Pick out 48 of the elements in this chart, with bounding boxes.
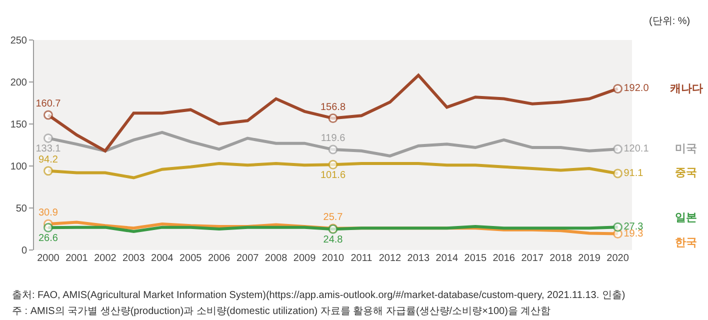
x-tick-label: 2015 bbox=[464, 253, 487, 264]
x-tick-label: 2017 bbox=[521, 253, 544, 264]
y-tick-label: 100 bbox=[10, 162, 28, 172]
x-tick-label: 2016 bbox=[492, 253, 516, 264]
x-tick-label: 2006 bbox=[208, 253, 231, 264]
data-label: 119.6 bbox=[320, 133, 346, 144]
y-tick-label: 150 bbox=[10, 120, 28, 130]
x-tick-label: 2014 bbox=[436, 253, 458, 264]
data-label: 30.9 bbox=[38, 208, 58, 219]
text: 중국 bbox=[675, 167, 697, 179]
y-tick-label: 250 bbox=[10, 36, 28, 46]
x-tick-label: 2010 bbox=[322, 253, 345, 264]
x-tick-label: 2013 bbox=[407, 253, 430, 264]
x-tick-label: 2012 bbox=[378, 253, 402, 264]
y-tick-label: 50 bbox=[16, 204, 28, 214]
data-label: 101.6 bbox=[320, 170, 346, 182]
x-tick-label: 2011 bbox=[350, 253, 373, 264]
x-tick-label: 2001 bbox=[66, 253, 88, 264]
source-note: 출처: FAO, AMIS(Agricultural Market Information System)(https://app.amis-outlook.org/#/market-database/custom-query, 2021.11.13. 인출) bbox=[12, 290, 626, 301]
text: 미국 bbox=[675, 143, 697, 155]
text: 주 : AMIS의 국가별 생산량(production)과 소비량(domestic utilization) 자료를 활용해 자급률(생산량/소비량×100)을 계산함 bbox=[12, 306, 551, 317]
text: 캐나다 bbox=[669, 83, 703, 95]
data-label: 160.7 bbox=[36, 98, 62, 110]
data-label: 91.1 bbox=[624, 168, 644, 179]
x-tick-label: 2007 bbox=[236, 253, 260, 264]
x-tick-label: 2008 bbox=[264, 253, 288, 264]
data-label: 192.0 bbox=[624, 83, 650, 94]
data-label: 26.6 bbox=[38, 233, 58, 244]
x-tick-label: 2018 bbox=[550, 253, 572, 264]
data-label: 156.8 bbox=[320, 102, 346, 113]
data-label: 120.1 bbox=[624, 144, 650, 155]
data-label: 25.7 bbox=[323, 212, 344, 223]
data-label: 94.2 bbox=[38, 154, 58, 166]
data-label: 133.1 bbox=[36, 144, 62, 155]
y-tick-label: 200 bbox=[10, 78, 28, 88]
text: 한국 bbox=[675, 237, 697, 249]
x-tick-label: 2019 bbox=[578, 253, 601, 264]
x-tick-label: 2000 bbox=[37, 253, 60, 264]
y-tick-label: 0 bbox=[21, 246, 28, 256]
x-tick-label: 2020 bbox=[606, 253, 630, 264]
x-tick-label: 2002 bbox=[94, 253, 117, 264]
x-tick-label: 2005 bbox=[179, 253, 202, 264]
x-tick-label: 2004 bbox=[151, 253, 174, 264]
text: (단위: %) bbox=[649, 16, 690, 27]
text: 일본 bbox=[675, 212, 697, 224]
x-tick-label: 2009 bbox=[293, 253, 316, 264]
x-tick-label: 2003 bbox=[122, 253, 146, 264]
data-label: 24.8 bbox=[323, 234, 344, 246]
